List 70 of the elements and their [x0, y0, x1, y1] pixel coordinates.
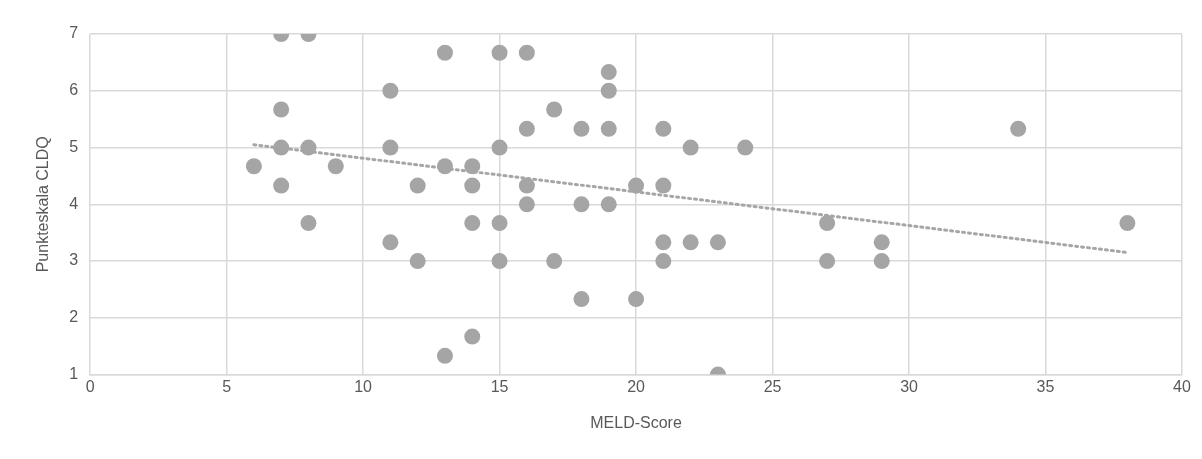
point	[600, 196, 617, 213]
x-tick-label: 15	[490, 377, 509, 395]
y-tick-label: 5	[69, 137, 79, 155]
point	[546, 101, 563, 118]
point	[300, 139, 317, 156]
point	[1010, 120, 1027, 137]
point	[737, 139, 754, 156]
y-tick-label: 1	[69, 365, 79, 383]
point	[518, 44, 535, 61]
point	[436, 347, 453, 364]
x-tick-label: 30	[900, 377, 919, 395]
point	[655, 120, 672, 137]
y-tick-label: 4	[69, 194, 79, 212]
point	[464, 328, 481, 345]
point	[600, 64, 617, 81]
point	[573, 291, 590, 308]
point	[464, 215, 481, 232]
x-tick-label: 35	[1036, 377, 1055, 395]
point	[464, 177, 481, 194]
point	[655, 177, 672, 194]
point	[491, 139, 508, 156]
point	[600, 82, 617, 99]
point	[819, 253, 836, 270]
point	[682, 234, 699, 251]
point	[573, 120, 590, 137]
point	[436, 158, 453, 175]
point	[546, 253, 563, 270]
point	[682, 139, 699, 156]
point	[409, 177, 426, 194]
y-axis-title: Punkteskala CLDQ	[34, 136, 52, 273]
point	[436, 44, 453, 61]
point	[600, 120, 617, 137]
point	[273, 101, 290, 118]
point	[273, 139, 290, 156]
x-tick-label: 5	[222, 377, 232, 395]
y-tick-label: 2	[69, 308, 79, 326]
point	[709, 234, 726, 251]
point	[273, 177, 290, 194]
point	[518, 196, 535, 213]
point	[409, 253, 426, 270]
point	[300, 215, 317, 232]
point	[655, 234, 672, 251]
y-tick-label: 3	[69, 251, 79, 269]
point	[382, 139, 399, 156]
x-tick-label: 10	[354, 377, 373, 395]
x-tick-label: 40	[1173, 377, 1191, 395]
x-axis-title: MELD-Score	[590, 413, 682, 431]
point	[1119, 215, 1136, 232]
point	[573, 196, 590, 213]
point	[518, 120, 535, 137]
point	[245, 158, 262, 175]
point	[628, 177, 645, 194]
point	[628, 291, 645, 308]
point	[819, 215, 836, 232]
point	[655, 253, 672, 270]
x-tick-label: 20	[627, 377, 646, 395]
y-tick-label: 7	[69, 24, 79, 42]
point	[382, 82, 399, 99]
point	[491, 44, 508, 61]
y-tick-label: 6	[69, 81, 79, 99]
x-tick-label: 0	[85, 377, 95, 395]
point	[382, 234, 399, 251]
point	[518, 177, 535, 194]
point	[491, 215, 508, 232]
x-tick-label: 25	[763, 377, 782, 395]
point	[327, 158, 344, 175]
point	[491, 253, 508, 270]
point	[873, 234, 890, 251]
point	[873, 253, 890, 270]
point	[464, 158, 481, 175]
